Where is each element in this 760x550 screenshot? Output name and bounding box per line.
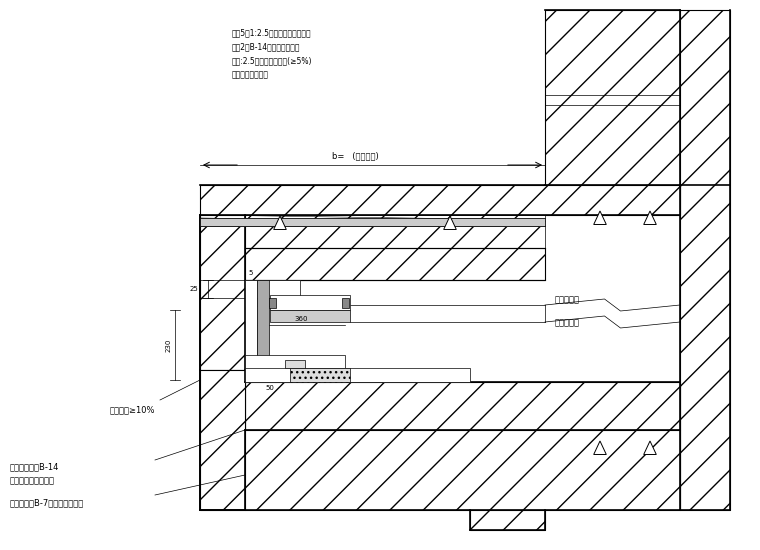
Bar: [342, 298, 349, 308]
Text: 涂刷2胸B-14弹性木棉防水层: 涂刷2胸B-14弹性木棉防水层: [232, 42, 300, 51]
Bar: [245, 280, 257, 370]
Bar: [245, 298, 300, 306]
Text: 5: 5: [249, 270, 253, 276]
Polygon shape: [644, 441, 657, 454]
Bar: [270, 295, 350, 310]
Bar: [257, 280, 269, 370]
Text: 50: 50: [265, 385, 274, 391]
Polygon shape: [644, 211, 657, 224]
Text: 弹性木棉砂浆防水层: 弹性木棉砂浆防水层: [10, 476, 55, 485]
Text: 抹灰5厚1:2.5钢刷木棉砂浆找平层: 抹灰5厚1:2.5钢刷木棉砂浆找平层: [232, 28, 312, 37]
Text: 25: 25: [189, 286, 198, 292]
Bar: [245, 370, 345, 382]
Polygon shape: [444, 216, 456, 229]
Text: 360: 360: [294, 316, 308, 322]
Text: 断桥铝扇框: 断桥铝扇框: [555, 295, 580, 304]
Text: 涂采钢丝网胸B-14: 涂采钢丝网胸B-14: [10, 462, 59, 471]
Polygon shape: [594, 441, 606, 454]
Text: b=   (按设计定): b= (按设计定): [331, 151, 378, 160]
Bar: [245, 280, 300, 298]
Bar: [245, 355, 345, 370]
Bar: [245, 368, 470, 382]
Text: 断桥铝窗框: 断桥铝窗框: [555, 318, 580, 327]
Polygon shape: [245, 382, 680, 430]
Polygon shape: [274, 216, 287, 229]
Text: 坡台坡度≥10%: 坡台坡度≥10%: [109, 405, 155, 414]
Polygon shape: [200, 185, 680, 215]
Polygon shape: [594, 211, 606, 224]
Text: 230: 230: [166, 338, 172, 351]
Polygon shape: [200, 215, 545, 248]
Polygon shape: [470, 510, 545, 530]
Bar: [269, 298, 276, 308]
Text: 钢筋混凝土B-7台门砖砌木棉墙: 钢筋混凝土B-7台门砖砌木棉墙: [10, 498, 84, 507]
Polygon shape: [545, 10, 680, 185]
Polygon shape: [245, 430, 680, 510]
Polygon shape: [245, 248, 545, 280]
Bar: [270, 310, 350, 322]
Text: 抹灰:2.5水棉砂浆找平层(≥5%): 抹灰:2.5水棉砂浆找平层(≥5%): [232, 56, 312, 65]
Bar: [200, 218, 545, 226]
Bar: [285, 360, 305, 368]
Text: 钢筋混凝土结构层: 钢筋混凝土结构层: [232, 70, 269, 79]
Polygon shape: [200, 370, 245, 510]
Polygon shape: [200, 215, 245, 370]
Bar: [290, 368, 350, 382]
Polygon shape: [680, 10, 730, 510]
